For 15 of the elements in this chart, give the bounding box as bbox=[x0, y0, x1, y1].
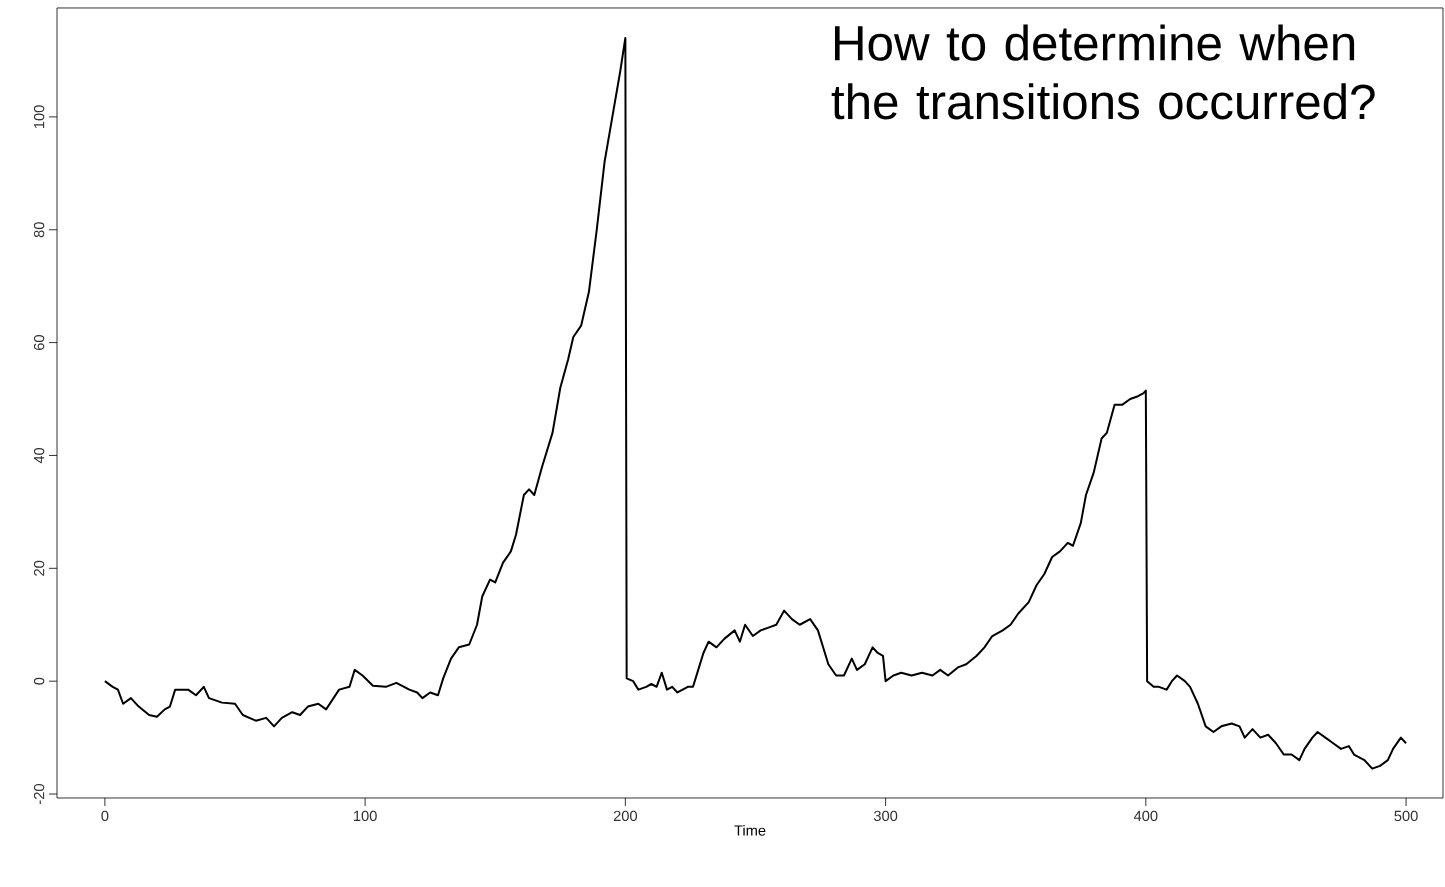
y-tick-label: 80 bbox=[33, 222, 45, 238]
annotation: How to determine when the transitions occurred? bbox=[831, 24, 1375, 120]
x-axis-title: Time bbox=[734, 824, 766, 836]
y-tick-label: 20 bbox=[33, 560, 45, 576]
y-tick-label: 0 bbox=[33, 677, 45, 685]
y-tick-label: 100 bbox=[33, 105, 45, 129]
x-tick-label: 400 bbox=[1133, 810, 1158, 822]
y-tick-label: 60 bbox=[33, 335, 45, 351]
x-tick-label: 200 bbox=[613, 810, 637, 822]
x-tick-label: 300 bbox=[873, 810, 898, 822]
y-tick-label: 40 bbox=[33, 447, 45, 464]
x-tick-label: 100 bbox=[354, 810, 377, 822]
x-tick-label: 500 bbox=[1394, 810, 1418, 822]
y-tick-label: -20 bbox=[33, 784, 45, 804]
x-tick-label: 0 bbox=[101, 810, 109, 822]
